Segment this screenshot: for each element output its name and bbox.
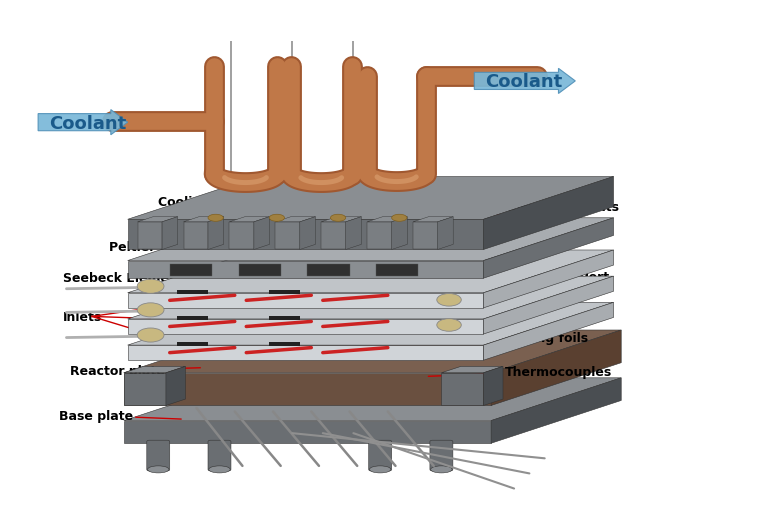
Text: Seebeck Elements: Seebeck Elements: [63, 271, 197, 284]
Ellipse shape: [431, 466, 452, 473]
Polygon shape: [484, 218, 614, 279]
Polygon shape: [124, 373, 491, 406]
Polygon shape: [321, 217, 362, 222]
Ellipse shape: [208, 215, 223, 222]
Polygon shape: [392, 217, 407, 250]
Polygon shape: [367, 222, 392, 250]
Polygon shape: [184, 222, 208, 250]
Polygon shape: [254, 217, 270, 250]
Text: Reactor plate: Reactor plate: [70, 364, 200, 377]
Polygon shape: [162, 217, 177, 250]
Polygon shape: [137, 217, 177, 222]
Polygon shape: [413, 217, 453, 222]
Polygon shape: [321, 222, 346, 250]
Polygon shape: [124, 373, 166, 406]
Polygon shape: [127, 302, 614, 345]
Polygon shape: [184, 217, 223, 222]
Bar: [270, 290, 300, 294]
FancyArrow shape: [38, 111, 127, 135]
Text: Outlet: Outlet: [436, 251, 543, 268]
Bar: [270, 342, 300, 346]
Text: Coolant: Coolant: [50, 115, 127, 132]
Polygon shape: [230, 222, 254, 250]
Polygon shape: [276, 217, 316, 222]
Polygon shape: [127, 220, 484, 250]
Text: Thermocouples: Thermocouples: [429, 365, 612, 378]
Polygon shape: [208, 217, 223, 250]
Polygon shape: [438, 217, 453, 250]
Polygon shape: [124, 367, 185, 373]
Polygon shape: [127, 218, 614, 261]
Polygon shape: [413, 222, 438, 250]
Polygon shape: [491, 330, 621, 406]
Polygon shape: [127, 319, 484, 334]
Ellipse shape: [437, 319, 462, 332]
Polygon shape: [124, 421, 491, 443]
Ellipse shape: [147, 466, 169, 473]
Polygon shape: [484, 302, 614, 361]
Polygon shape: [166, 367, 185, 406]
Text: Peltier Elements: Peltier Elements: [108, 241, 224, 254]
FancyBboxPatch shape: [369, 440, 392, 471]
Ellipse shape: [392, 215, 407, 222]
Polygon shape: [346, 217, 362, 250]
Text: Coolant: Coolant: [485, 73, 562, 91]
FancyBboxPatch shape: [208, 440, 231, 471]
Ellipse shape: [209, 466, 230, 473]
Polygon shape: [484, 277, 614, 334]
Polygon shape: [127, 345, 484, 361]
Polygon shape: [124, 378, 621, 421]
Polygon shape: [300, 217, 316, 250]
Ellipse shape: [270, 215, 284, 222]
Text: Casing Elements: Casing Elements: [426, 201, 618, 223]
Ellipse shape: [104, 115, 120, 129]
Ellipse shape: [330, 215, 346, 222]
Bar: [307, 264, 349, 277]
Text: Cooling Blocks: Cooling Blocks: [158, 196, 262, 220]
FancyBboxPatch shape: [430, 440, 453, 471]
Polygon shape: [442, 373, 484, 406]
Text: Base plate: Base plate: [59, 409, 181, 422]
Polygon shape: [484, 177, 614, 250]
Bar: [177, 342, 208, 346]
Polygon shape: [127, 277, 614, 319]
Bar: [270, 316, 300, 320]
Polygon shape: [137, 222, 162, 250]
Bar: [376, 264, 419, 277]
Polygon shape: [442, 367, 503, 373]
Ellipse shape: [137, 328, 164, 342]
Bar: [170, 264, 212, 277]
Bar: [177, 290, 208, 294]
FancyArrow shape: [475, 69, 575, 94]
Polygon shape: [484, 367, 503, 406]
FancyBboxPatch shape: [147, 440, 170, 471]
Polygon shape: [127, 177, 614, 220]
Bar: [239, 264, 280, 277]
Ellipse shape: [137, 303, 164, 317]
Polygon shape: [230, 217, 270, 222]
Polygon shape: [127, 293, 484, 308]
Polygon shape: [367, 217, 407, 222]
Polygon shape: [127, 261, 484, 279]
Text: Heating foils: Heating foils: [415, 331, 588, 344]
Ellipse shape: [437, 294, 462, 307]
Polygon shape: [124, 330, 621, 373]
Polygon shape: [276, 222, 300, 250]
Ellipse shape: [137, 280, 164, 294]
Text: Inlets: Inlets: [63, 310, 102, 323]
Polygon shape: [491, 378, 621, 443]
Text: Quench Port: Quench Port: [475, 270, 609, 283]
Ellipse shape: [369, 466, 391, 473]
Polygon shape: [484, 250, 614, 308]
Bar: [177, 316, 208, 320]
Polygon shape: [127, 250, 614, 293]
